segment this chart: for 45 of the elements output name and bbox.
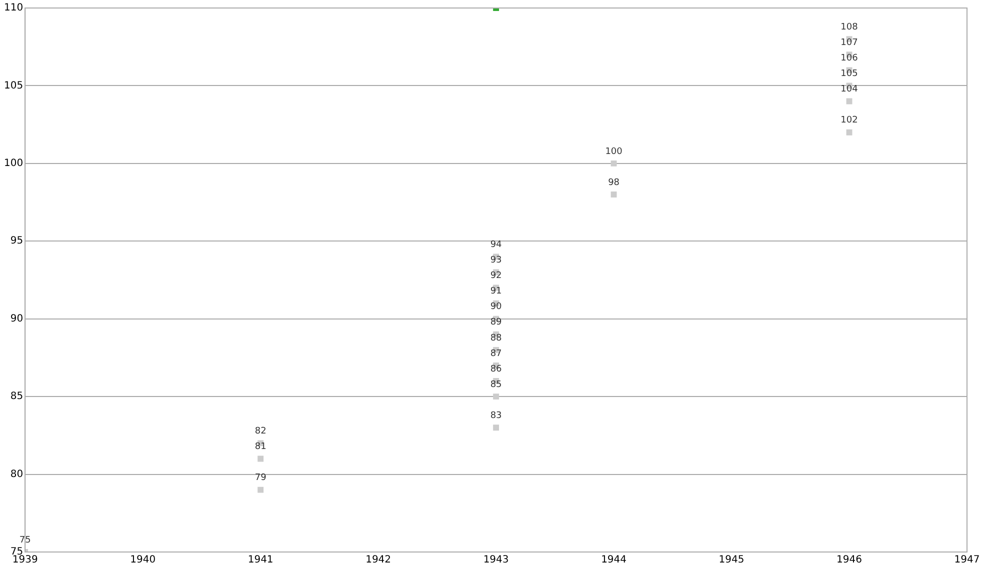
y-tick-label: 100 [4, 158, 24, 170]
y-tick-label: 80 [10, 468, 24, 480]
point [493, 424, 500, 431]
y-tick-label: 90 [10, 313, 24, 324]
x-tick-label: 1945 [718, 554, 744, 566]
x-tick-label: 1942 [366, 554, 392, 566]
y-tick-label: 95 [10, 236, 24, 247]
data-label: 83 [490, 411, 502, 421]
data-label: 89 [490, 318, 502, 328]
data-label: 88 [490, 333, 502, 344]
x-tick-label: 1944 [601, 554, 627, 566]
point [258, 456, 264, 462]
data-label: 81 [254, 442, 266, 452]
data-label: 107 [840, 38, 858, 48]
point [610, 160, 617, 166]
x-tick-label: 1941 [248, 554, 274, 566]
data-label: 79 [254, 473, 267, 484]
data-label: 93 [490, 256, 502, 266]
y-tick-label: 85 [10, 391, 24, 402]
point [493, 394, 500, 400]
data-label: 75 [19, 535, 31, 546]
x-tick-label: 1946 [836, 554, 862, 566]
data-label: 85 [490, 380, 502, 390]
x-tick-label: 1943 [483, 554, 509, 566]
data-label: 102 [840, 116, 858, 126]
x-tick-label: 1947 [954, 554, 980, 566]
point [258, 486, 264, 493]
data-label: 91 [490, 286, 502, 297]
data-label: 94 [490, 240, 502, 250]
data-label: 87 [490, 348, 502, 359]
data-label: 105 [840, 69, 858, 80]
data-label: 106 [840, 54, 858, 64]
point [846, 129, 852, 136]
data-label: 98 [608, 178, 620, 188]
data-label: 100 [605, 146, 623, 157]
data-label: 82 [254, 426, 266, 437]
y-tick-label: 105 [4, 80, 24, 92]
data-label: 104 [840, 84, 858, 95]
data-label: 92 [490, 271, 502, 282]
data-label: 86 [490, 364, 502, 374]
y-tick-label: 110 [4, 2, 24, 14]
data-label: 108 [840, 22, 858, 32]
data-label: 90 [490, 302, 502, 312]
x-tick-label: 1940 [130, 554, 156, 566]
point [610, 192, 617, 198]
